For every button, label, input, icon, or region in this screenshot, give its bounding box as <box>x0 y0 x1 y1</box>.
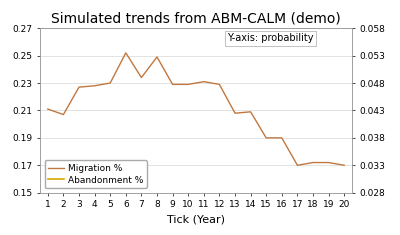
Migration % <box>295 164 300 167</box>
Migration % <box>92 84 97 87</box>
Legend: Migration %, Abandonment %: Migration %, Abandonment % <box>44 160 147 188</box>
Migration % <box>264 137 269 139</box>
Title: Simulated trends from ABM-CALM (demo): Simulated trends from ABM-CALM (demo) <box>51 12 341 26</box>
Migration % <box>61 113 66 116</box>
Migration % <box>217 83 222 86</box>
Migration % <box>326 161 331 164</box>
Migration % <box>124 51 128 54</box>
Text: Y-axis: probability: Y-axis: probability <box>227 33 314 43</box>
Migration % <box>154 56 159 59</box>
Migration % <box>139 76 144 79</box>
Migration % <box>248 110 253 113</box>
Migration % <box>186 83 190 86</box>
Line: Migration %: Migration % <box>48 53 344 165</box>
X-axis label: Tick (Year): Tick (Year) <box>167 215 225 225</box>
Migration % <box>342 164 346 167</box>
Migration % <box>77 86 82 89</box>
Migration % <box>233 112 238 115</box>
Migration % <box>202 80 206 83</box>
Migration % <box>108 82 113 84</box>
Migration % <box>170 83 175 86</box>
Migration % <box>46 108 50 110</box>
Migration % <box>279 137 284 139</box>
Migration % <box>310 161 315 164</box>
